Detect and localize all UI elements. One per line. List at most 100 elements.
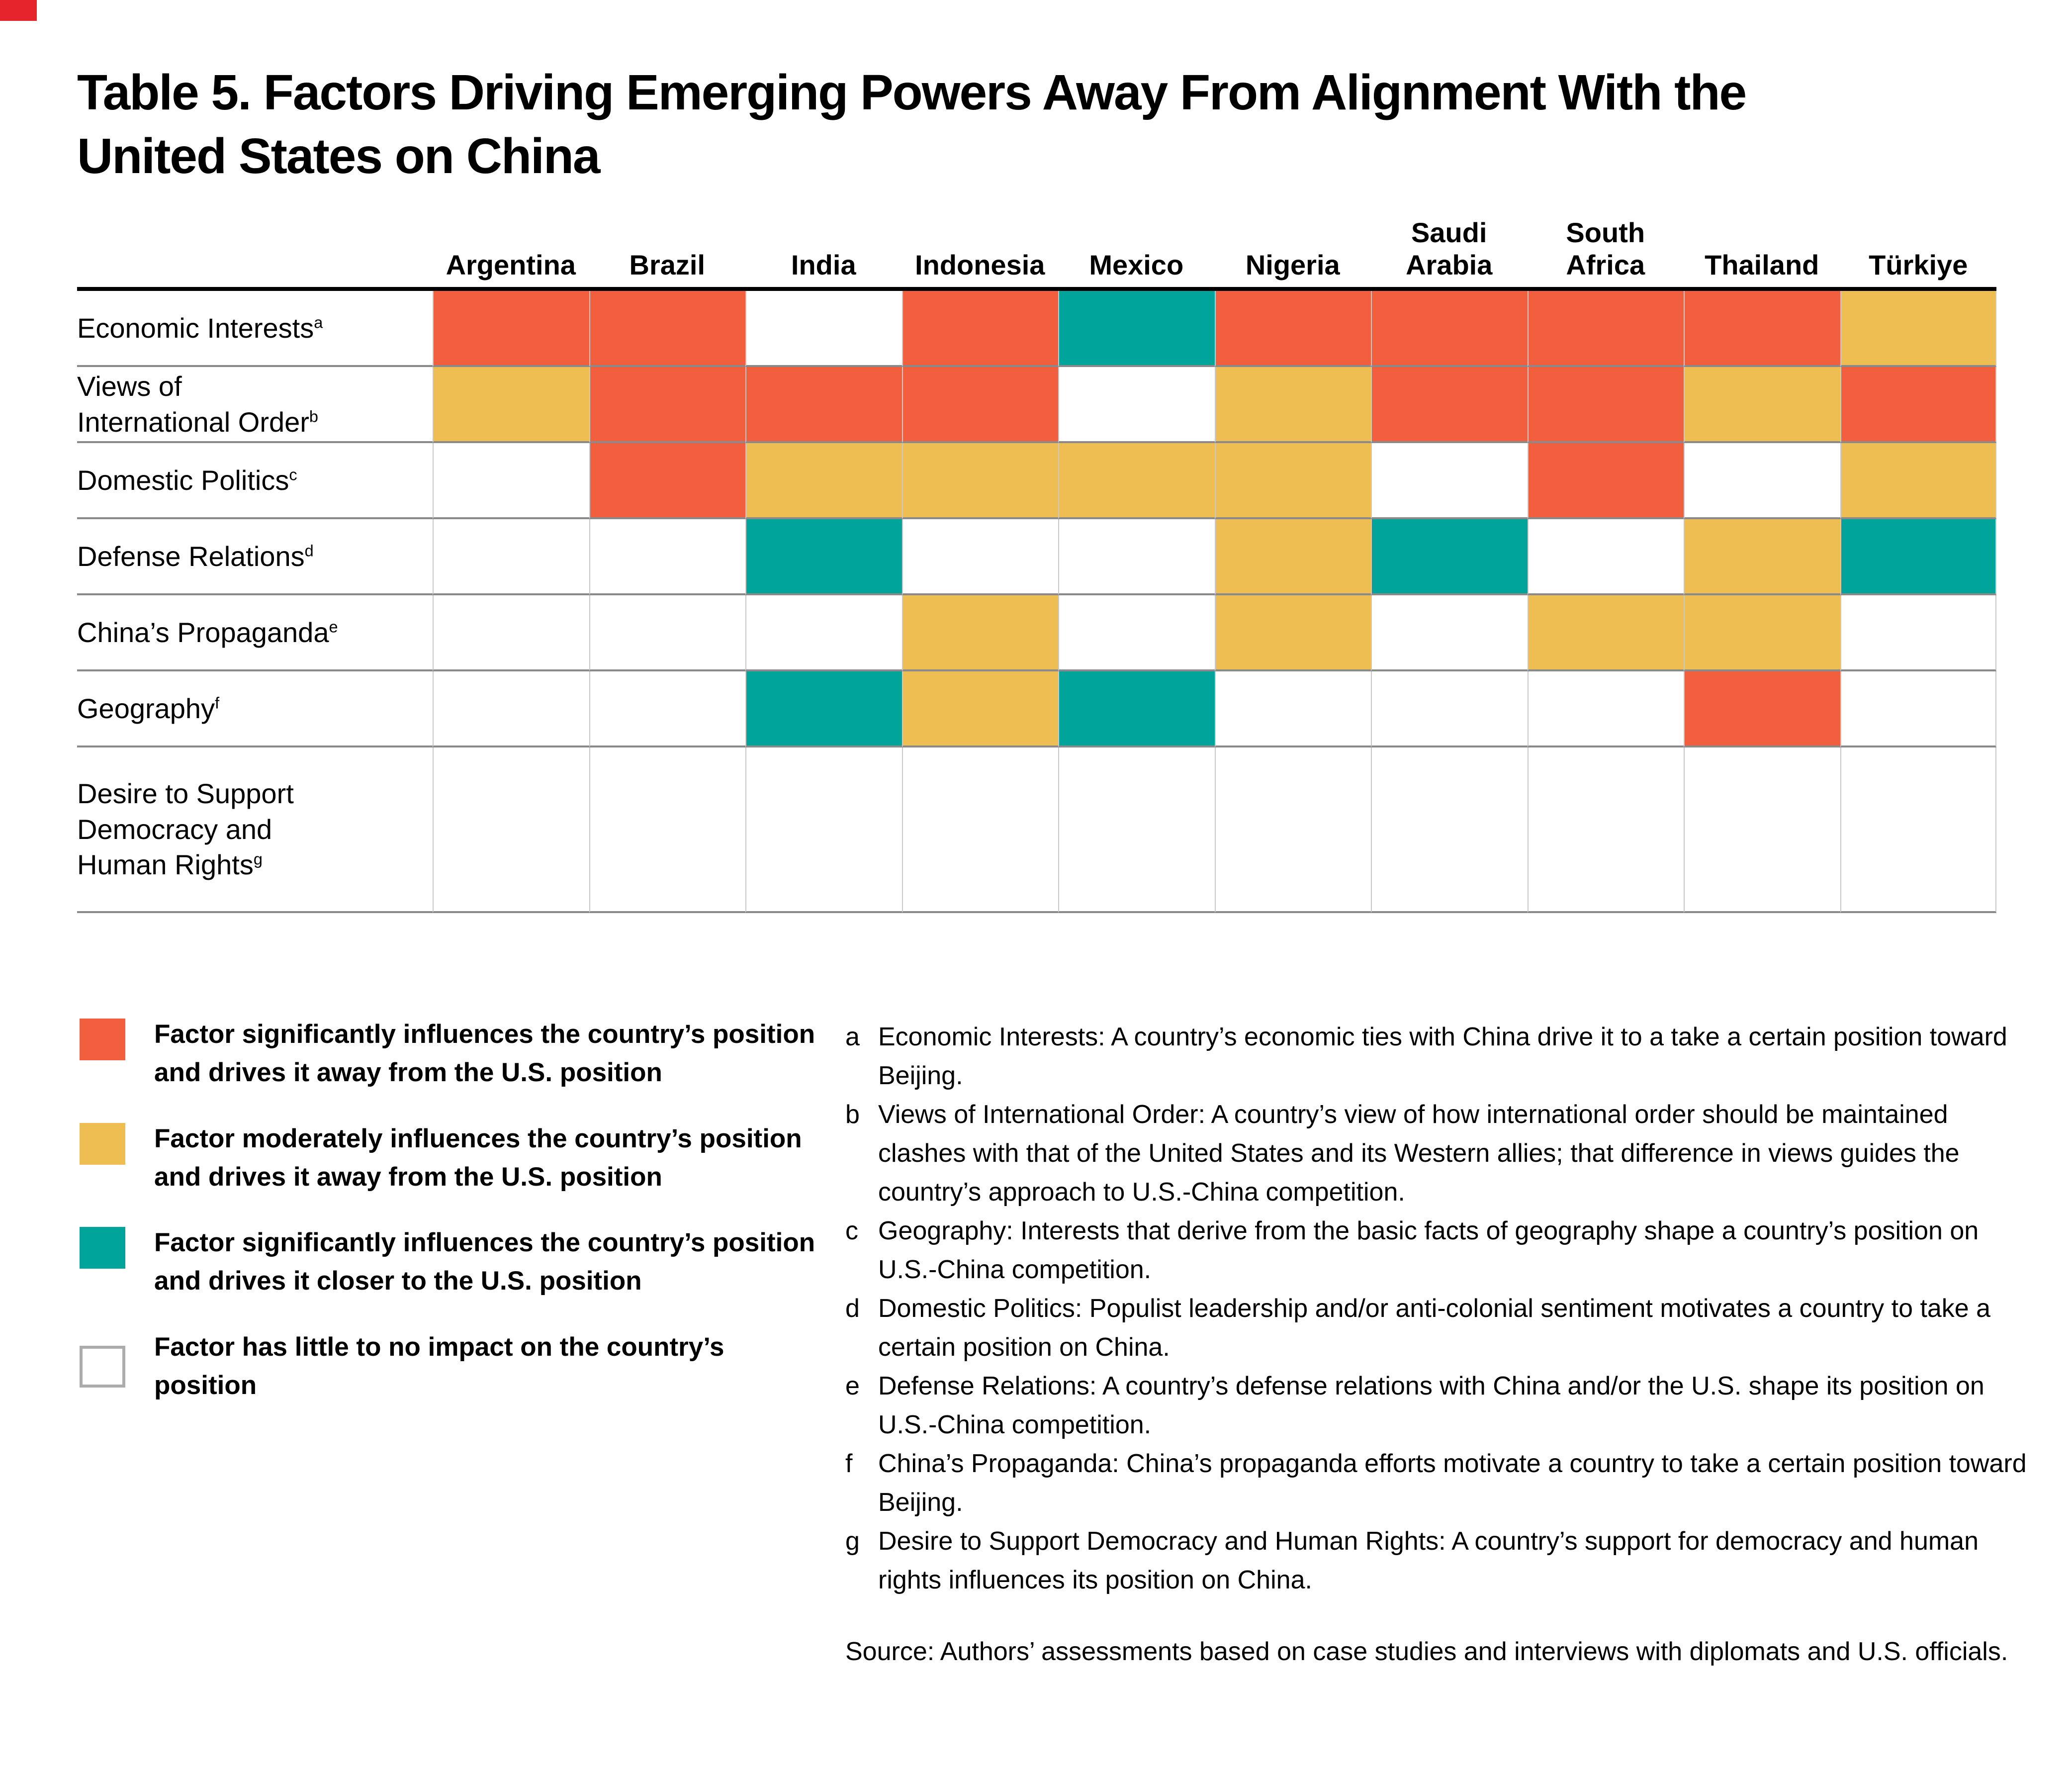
footnote-letter: c (845, 1216, 858, 1245)
footnote-ref: a (314, 313, 323, 331)
column-header-label: South Africa (1566, 217, 1645, 280)
heatmap-cell (1684, 519, 1840, 595)
heatmap-cell (745, 443, 902, 519)
corner-header-cell (77, 209, 433, 291)
footnote-letter: e (845, 1372, 860, 1400)
heatmap-cell (745, 367, 902, 443)
heatmap-cell (1371, 367, 1528, 443)
column-header-label: Argentina (446, 249, 576, 280)
column-header-saudi-arabia: Saudi Arabia (1371, 209, 1528, 291)
row-label-text: Views of International Orderb (77, 370, 318, 438)
heatmap-cell (1840, 519, 1996, 595)
row-label-chinas-propaganda: China’s Propagandae (77, 595, 433, 671)
page-corner-mark (0, 0, 37, 21)
row-label-defense-relations: Defense Relationsd (77, 519, 433, 595)
row-label-text: China’s Propagandae (77, 616, 338, 648)
footnote-text: China’s Propaganda: China’s propaganda e… (878, 1449, 2027, 1517)
heatmap-cell (589, 595, 745, 671)
legend-item-no-impact: Factor has little to no impact on the co… (80, 1328, 825, 1405)
footnote-g: g Desire to Support Democracy and Human R… (845, 1522, 2039, 1599)
heatmap-cell (1371, 671, 1528, 747)
footnote-a: a Economic Interests: A country’s economi… (845, 1018, 2039, 1095)
heatmap-cell (901, 443, 1058, 519)
heatmap-cell (1840, 367, 1996, 443)
heatmap-cell (1214, 747, 1371, 913)
heatmap-cell (1058, 595, 1215, 671)
row-label-text: Domestic Politicsc (77, 464, 297, 496)
footnote-b: b Views of International Order: A country… (845, 1095, 2039, 1211)
column-header-label: Türkiye (1869, 249, 1968, 280)
heatmap-cell (433, 671, 589, 747)
column-header-thailand: Thailand (1684, 209, 1840, 291)
footnote-letter: b (845, 1100, 860, 1129)
footnote-f: f China’s Propaganda: China’s propaganda … (845, 1444, 2039, 1522)
heatmap-cell (1840, 747, 1996, 913)
footnote-e: e Defense Relations: A country’s defense … (845, 1367, 2039, 1444)
page-title: Table 5. Factors Driving Emerging Powers… (77, 65, 1747, 184)
heatmap-cell (1527, 595, 1684, 671)
heatmap-cell (1684, 367, 1840, 443)
footnote-ref: c (289, 465, 297, 483)
footnotes: a Economic Interests: A country’s economi… (845, 1018, 2039, 1671)
column-header-mexico: Mexico (1058, 209, 1215, 291)
heatmap-cell (433, 747, 589, 913)
footnote-ref: b (309, 407, 318, 425)
heatmap-cell (1840, 291, 1996, 367)
heatmap-cell (1214, 595, 1371, 671)
heatmap-cell (1840, 595, 1996, 671)
footnote-ref: e (329, 618, 338, 636)
footnote-text: Domestic Politics: Populist leadership a… (878, 1294, 1991, 1362)
heatmap-cell (1214, 519, 1371, 595)
heatmap-cell (745, 595, 902, 671)
footnote-letter: f (845, 1449, 853, 1478)
heatmap-cell (1371, 291, 1528, 367)
footnote-text: Defense Relations: A country’s defense r… (878, 1372, 1984, 1439)
heatmap-cell (1214, 671, 1371, 747)
heatmap-cell (589, 747, 745, 913)
footnote-ref: f (215, 694, 220, 712)
heatmap-cell (1058, 671, 1215, 747)
legend-swatch-no-impact (80, 1345, 125, 1388)
column-header-label: Indonesia (915, 249, 1045, 280)
heatmap-cell (1684, 291, 1840, 367)
legend-item-significant-closer: Factor significantly influences the coun… (80, 1224, 825, 1301)
heatmap-cell (745, 519, 902, 595)
column-header-turkiye: Türkiye (1840, 209, 1996, 291)
factors-heatmap-table: Argentina Brazil India Indonesia Mexico … (77, 209, 1996, 913)
row-label-economic-interests: Economic Interestsa (77, 291, 433, 367)
heatmap-cell (901, 747, 1058, 913)
heatmap-cell (745, 747, 902, 913)
row-label-text: Defense Relationsd (77, 540, 314, 572)
heatmap-cell (901, 291, 1058, 367)
heatmap-cell (1527, 747, 1684, 913)
legend-item-significant-away: Factor significantly influences the coun… (80, 1016, 825, 1092)
heatmap-cell (901, 671, 1058, 747)
footnote-text: Geography: Interests that derive from th… (878, 1216, 1979, 1284)
heatmap-cell (589, 519, 745, 595)
heatmap-cell (1684, 443, 1840, 519)
heatmap-cell (1371, 519, 1528, 595)
footnote-text: Economic Interests: A country’s economic… (878, 1023, 2007, 1090)
heatmap-cell (1840, 671, 1996, 747)
legend-label: Factor moderately influences the country… (154, 1123, 802, 1192)
column-header-label: Nigeria (1245, 249, 1340, 280)
heatmap-cell (901, 367, 1058, 443)
heatmap-cell (1684, 747, 1840, 913)
heatmap-cell (1371, 443, 1528, 519)
column-header-label: Saudi Arabia (1406, 217, 1493, 280)
column-header-nigeria: Nigeria (1214, 209, 1371, 291)
heatmap-cell (745, 671, 902, 747)
column-header-label: Thailand (1705, 249, 1819, 280)
row-label-domestic-politics: Domestic Politicsc (77, 443, 433, 519)
heatmap-cell (589, 367, 745, 443)
heatmap-cell (901, 595, 1058, 671)
heatmap-cell (589, 671, 745, 747)
column-header-india: India (745, 209, 902, 291)
footnote-ref: g (253, 850, 263, 868)
legend-swatch-significant-closer (80, 1227, 125, 1269)
heatmap-cell (589, 443, 745, 519)
heatmap-cell (1058, 367, 1215, 443)
heatmap-cell (901, 519, 1058, 595)
column-header-south-africa: South Africa (1527, 209, 1684, 291)
